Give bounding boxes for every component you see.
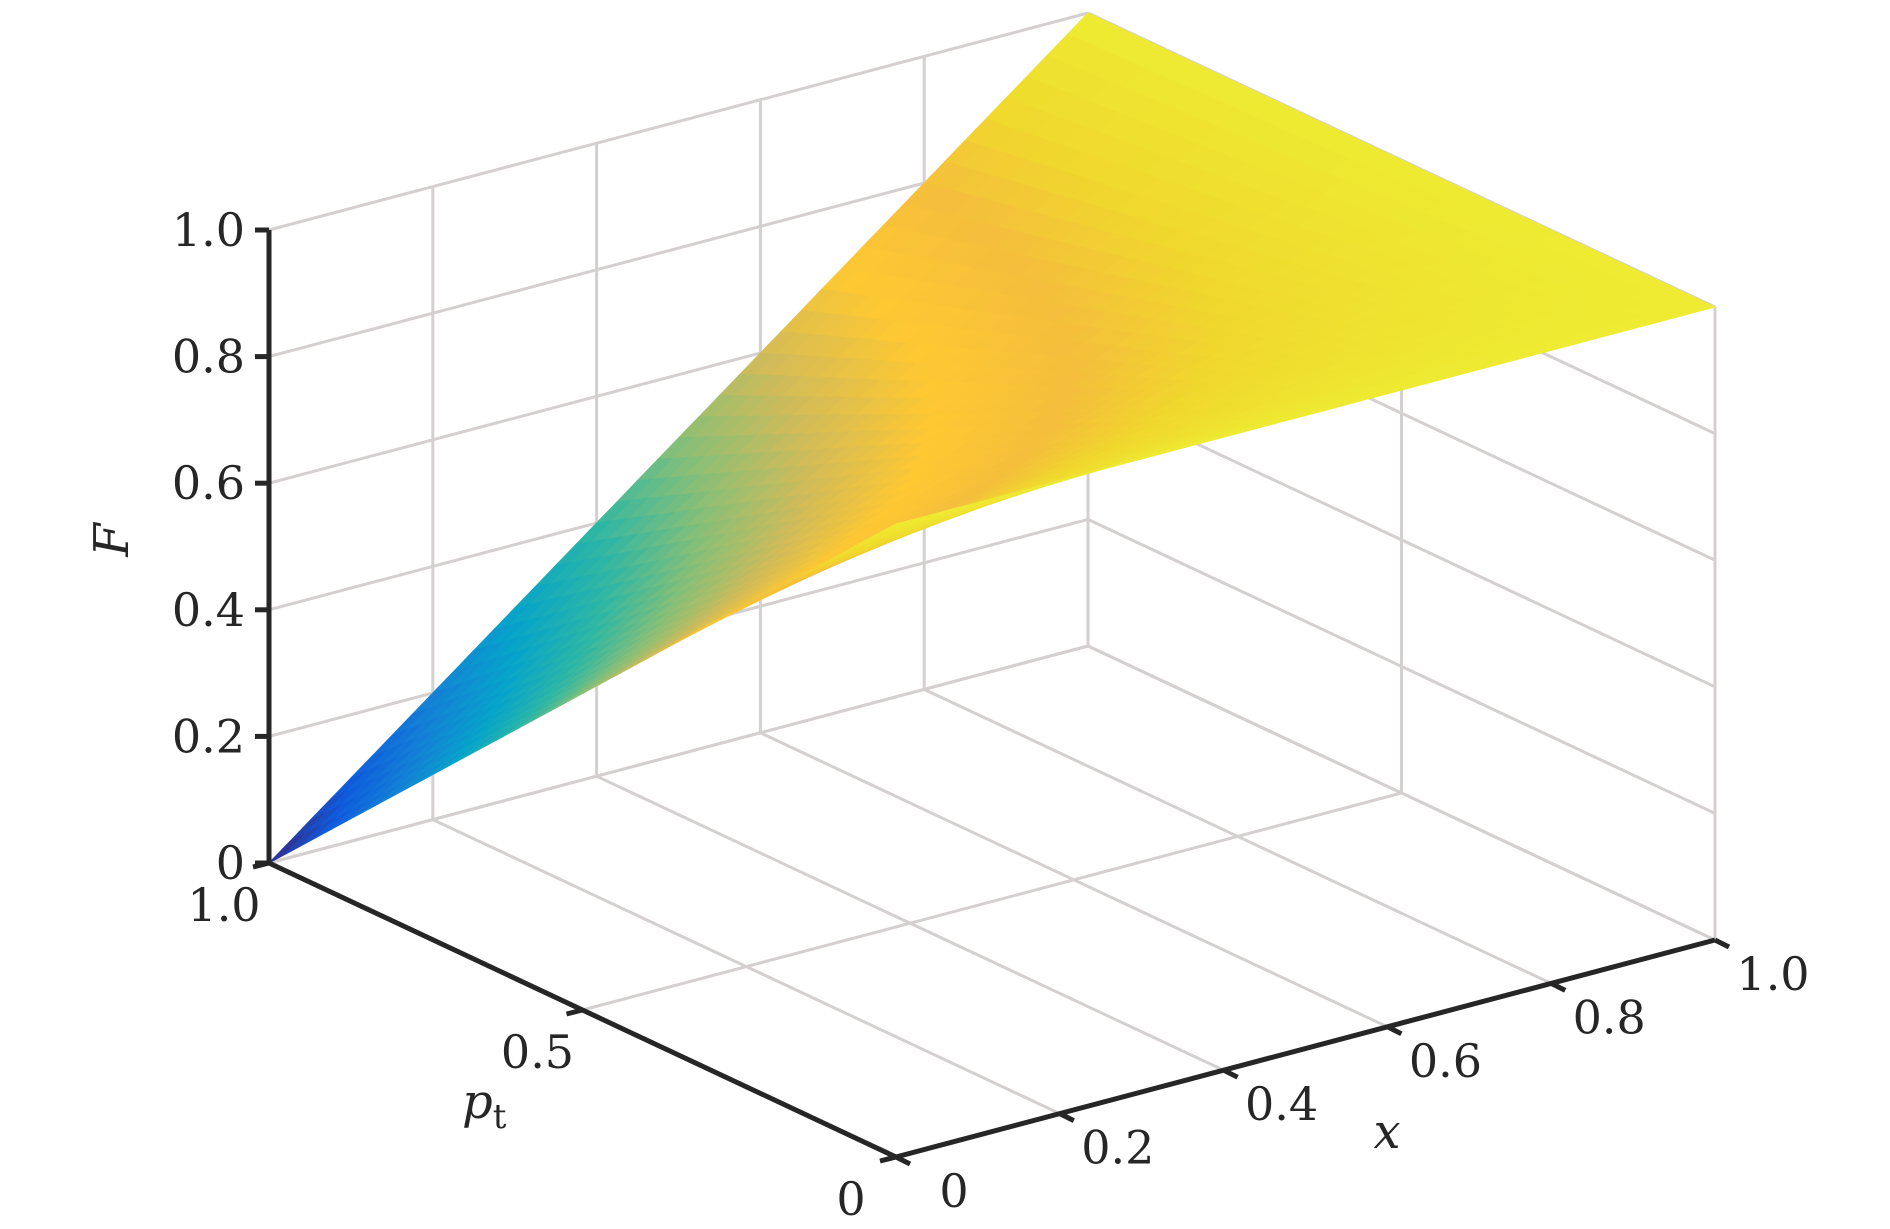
x-tick [1386, 1024, 1403, 1037]
x-tick [1222, 1067, 1239, 1080]
pt-tick [879, 1154, 897, 1164]
pt-axis-label-base: p [462, 1074, 493, 1130]
x-tick [1058, 1111, 1075, 1123]
x-axis-line [895, 937, 1716, 1160]
x-tick-label: 0 [939, 1164, 968, 1218]
z-tick-label: 0.4 [172, 583, 245, 637]
x-tick [894, 1154, 912, 1167]
pt-tick-label: 1.0 [187, 878, 260, 932]
z-tick-label: 0 [216, 836, 245, 890]
x-tick-label: 0.4 [1245, 1077, 1318, 1131]
z-axis-label: F [84, 522, 140, 558]
surface-mesh [268, 12, 1717, 864]
pt-tick-label: 0.5 [501, 1025, 574, 1079]
axes [252, 227, 1731, 1167]
surface-patch [880, 518, 917, 533]
x-tick-label: 0.6 [1409, 1034, 1482, 1088]
pt-axis-label: pt [462, 1074, 507, 1137]
gridline-sidewall-z [1087, 518, 1716, 815]
pt-tick [565, 1007, 584, 1017]
pt-tick-label: 0 [836, 1172, 865, 1226]
z-tick-label: 1.0 [172, 203, 245, 257]
gridline-floor-pt [582, 791, 1402, 1012]
x-axis-label: x [1373, 1104, 1400, 1160]
z-tick-label: 0.2 [172, 709, 245, 763]
z-tick-label: 0.6 [172, 456, 245, 510]
x-tick [1713, 937, 1731, 950]
pt-axis-label-sub: t [493, 1097, 507, 1137]
z-tick-label: 0.8 [172, 330, 245, 384]
gridline-backwall-z [268, 11, 1089, 232]
pt-tick [252, 860, 270, 870]
x-tick-label: 1.0 [1736, 947, 1809, 1001]
tick-labels: 00.20.40.60.81.000.51.000.20.40.60.81.0 [172, 203, 1810, 1226]
x-tick-label: 0.8 [1573, 990, 1646, 1044]
x-tick [1550, 981, 1567, 993]
gridline-floor-pt [268, 644, 1089, 865]
x-tick-label: 0.2 [1081, 1121, 1154, 1175]
